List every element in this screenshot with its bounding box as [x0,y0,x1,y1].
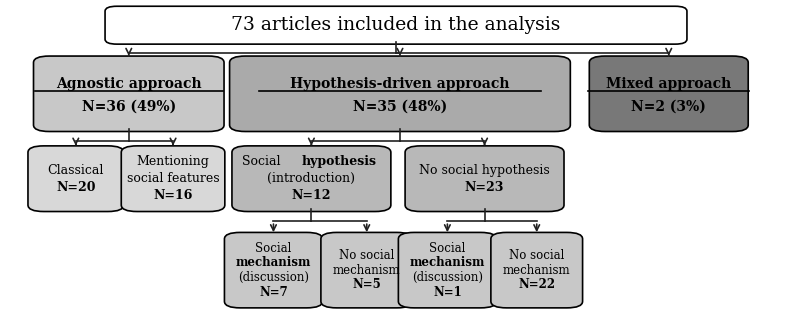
Text: Social: Social [242,155,284,168]
FancyBboxPatch shape [491,233,583,308]
FancyBboxPatch shape [398,233,497,308]
Text: Social: Social [429,242,466,255]
Text: (discussion): (discussion) [412,271,483,284]
Text: N=16: N=16 [154,189,192,202]
FancyBboxPatch shape [321,233,413,308]
Text: Mentioning: Mentioning [136,155,210,168]
Text: N=36 (49%): N=36 (49%) [82,99,176,113]
Text: No social hypothesis: No social hypothesis [419,164,550,177]
Text: mechanism: mechanism [503,264,570,277]
FancyBboxPatch shape [230,56,570,132]
Text: Hypothesis-driven approach: Hypothesis-driven approach [290,77,510,91]
Text: N=12: N=12 [291,189,331,202]
FancyBboxPatch shape [33,56,224,132]
Text: mechanism: mechanism [409,256,485,269]
Text: (introduction): (introduction) [268,172,356,185]
Text: N=2 (3%): N=2 (3%) [631,99,706,113]
Text: social features: social features [127,172,219,185]
FancyBboxPatch shape [28,146,124,212]
FancyBboxPatch shape [232,146,391,212]
Text: N=1: N=1 [433,286,462,299]
Text: N=20: N=20 [56,181,96,194]
Text: N=5: N=5 [352,278,381,291]
Text: (discussion): (discussion) [238,271,309,284]
Text: Agnostic approach: Agnostic approach [56,77,202,91]
FancyBboxPatch shape [405,146,564,212]
Text: Mixed approach: Mixed approach [606,77,731,91]
Text: mechanism: mechanism [333,264,401,277]
Text: No social: No social [339,249,394,262]
FancyBboxPatch shape [105,6,687,44]
Text: N=35 (48%): N=35 (48%) [352,99,447,113]
Text: No social: No social [509,249,565,262]
Text: mechanism: mechanism [236,256,311,269]
Text: hypothesis: hypothesis [301,155,376,168]
Text: N=23: N=23 [465,181,505,194]
FancyBboxPatch shape [589,56,748,132]
Text: 73 articles included in the analysis: 73 articles included in the analysis [231,16,561,34]
Text: N=7: N=7 [259,286,287,299]
Text: Social: Social [255,242,291,255]
FancyBboxPatch shape [224,233,322,308]
Text: N=22: N=22 [518,278,555,291]
Text: Classical: Classical [48,164,104,177]
FancyBboxPatch shape [121,146,225,212]
